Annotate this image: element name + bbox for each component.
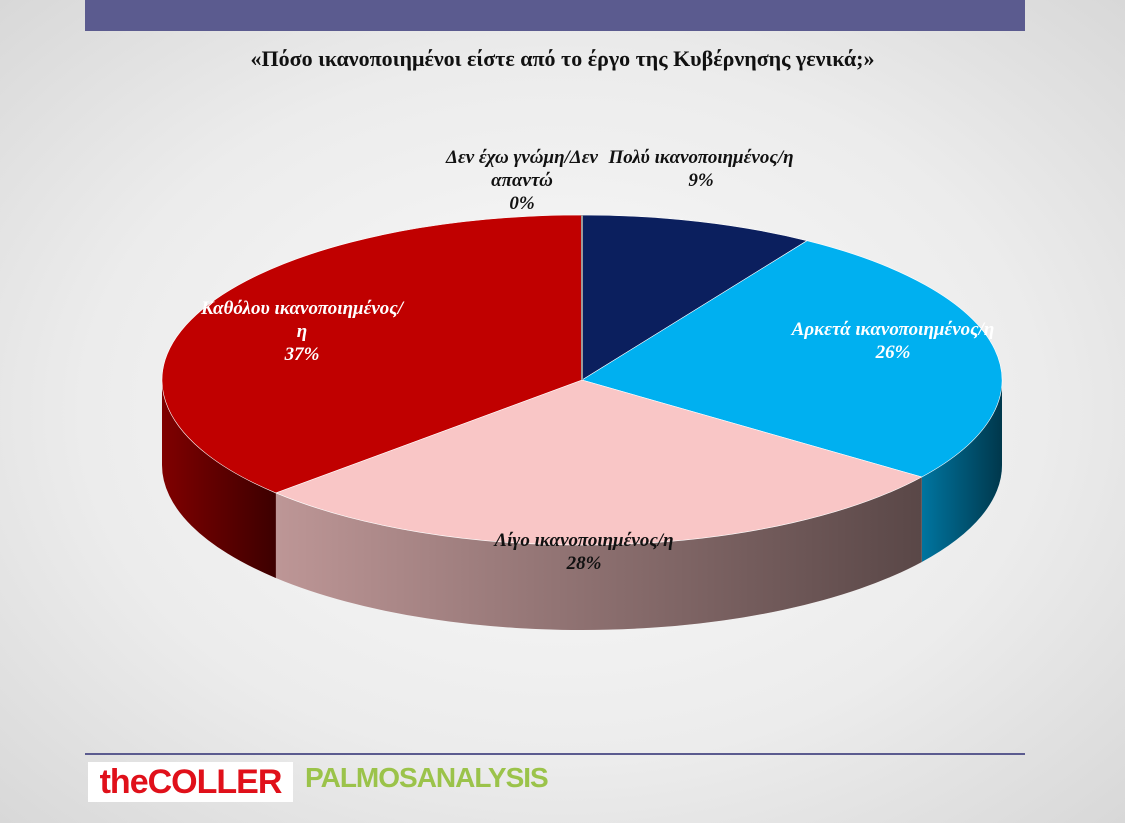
category-label: Αρκετά ικανοποιημένος/η: [791, 319, 995, 340]
data-label: Λίγο ικανοποιημένος/η 28%: [479, 529, 689, 575]
top-bar: [85, 0, 1025, 31]
chart-title: «Πόσο ικανοποιημένοι είστε από το έργο τ…: [250, 46, 875, 71]
category-label: Καθόλου ικανοποιημένος/η: [200, 298, 404, 342]
logo: theCOLLER: [88, 762, 293, 802]
logo: PALMOSANALYSIS: [305, 762, 549, 793]
slice: [161, 214, 583, 494]
slice: [581, 214, 808, 381]
value-label: 0%: [509, 193, 535, 214]
data-label: Καθόλου ικανοποιημένος/η 37%: [197, 297, 407, 366]
data-label: Πολύ ικανοποιημένος/η 9%: [596, 146, 806, 192]
value-label: 28%: [566, 553, 602, 574]
footer-rule: [85, 753, 1025, 755]
slice-side-shade: [162, 380, 276, 578]
value-label: 26%: [875, 342, 911, 363]
value-label: 9%: [688, 170, 714, 191]
category-label: Δεν έχω γνώμη/Δεν απαντώ: [446, 147, 598, 191]
category-label: Πολύ ικανοποιημένος/η: [608, 147, 794, 168]
slice: [275, 379, 923, 546]
value-label: 37%: [284, 344, 320, 365]
slice-side-shade: [921, 380, 1002, 562]
category-label: Λίγο ικανοποιημένος/η: [494, 530, 674, 551]
slice: [581, 240, 1003, 478]
data-label: Δεν έχω γνώμη/Δεν απαντώ 0%: [432, 146, 612, 215]
data-label: Αρκετά ικανοποιημένος/η 26%: [788, 318, 998, 364]
slice-side-shade: [275, 476, 922, 630]
